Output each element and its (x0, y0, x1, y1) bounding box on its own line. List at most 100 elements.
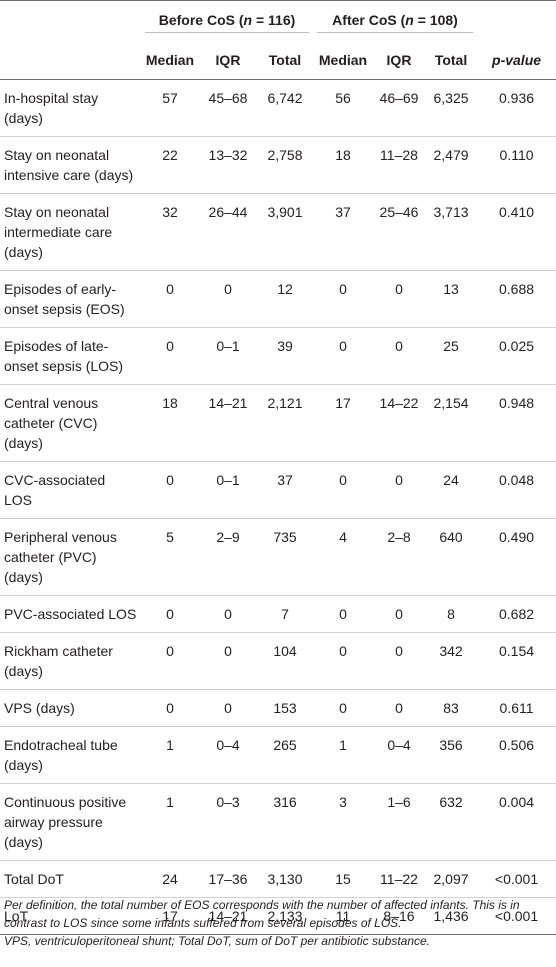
row-label: Rickham catheter (days) (0, 632, 141, 690)
cell-total-after: 632 (425, 783, 478, 861)
cell-p-value: 0.110 (477, 136, 556, 194)
cell-total-before: 7 (257, 595, 313, 633)
cell-median-before: 0 (141, 689, 199, 727)
row-label: Central venous catheter (CVC) (days) (0, 384, 141, 462)
table-row: CVC-associated LOS 0 0–1 37 0 0 24 0.048 (0, 461, 556, 519)
cell-total-before: 316 (257, 783, 313, 861)
cell-iqr-after: 14–22 (373, 384, 425, 462)
cell-total-after: 13 (425, 270, 478, 328)
cell-p-value: 0.936 (477, 79, 556, 137)
cell-total-after: 3,713 (425, 193, 478, 271)
row-label: Episodes of early-onset sepsis (EOS) (0, 270, 141, 328)
cell-median-before: 0 (141, 632, 199, 690)
cell-iqr-before: 0–4 (199, 726, 257, 784)
cell-median-before: 57 (141, 79, 199, 137)
table-row: Peripheral venous catheter (PVC) (days) 5… (0, 518, 556, 596)
table-row: Central venous catheter (CVC) (days) 18 14… (0, 384, 556, 462)
cell-total-before: 2,121 (257, 384, 313, 462)
row-label: Stay on neonatal intermediate care (days… (0, 193, 141, 271)
cell-median-after: 0 (313, 327, 373, 385)
cell-p-value: 0.688 (477, 270, 556, 328)
cell-median-before: 17 (141, 897, 199, 935)
cell-iqr-before: 0–1 (199, 461, 257, 519)
cell-p-value: 0.025 (477, 327, 556, 385)
cell-median-before: 32 (141, 193, 199, 271)
cell-p-value: 0.682 (477, 595, 556, 633)
cell-iqr-before: 0 (199, 689, 257, 727)
row-label: CVC-associated LOS (0, 461, 141, 519)
cell-total-after: 83 (425, 689, 478, 727)
cell-median-after: 11 (313, 897, 373, 935)
col-header-iqr-before: IQR (199, 41, 257, 80)
outcome-table: Before CoS (n = 116) After CoS (n = 108)… (0, 0, 556, 935)
cell-p-value: 0.154 (477, 632, 556, 690)
table-row: LoT 17 14–21 2,133 11 8–16 1,436 <0.001 (0, 897, 556, 935)
cell-median-after: 18 (313, 136, 373, 194)
table-row: Endotracheal tube (days) 1 0–4 265 1 0–4 356 0.… (0, 726, 556, 784)
cell-p-value: <0.001 (477, 860, 556, 898)
cell-total-after: 25 (425, 327, 478, 385)
row-label: VPS (days) (0, 689, 141, 727)
cell-iqr-before: 0 (199, 632, 257, 690)
cell-p-value: 0.611 (477, 689, 556, 727)
header-blank (0, 0, 141, 41)
cell-total-after: 2,479 (425, 136, 478, 194)
cell-iqr-after: 25–46 (373, 193, 425, 271)
cell-p-value: 0.948 (477, 384, 556, 462)
group-after-cos: After CoS (n = 108) (313, 0, 478, 41)
cell-total-after: 8 (425, 595, 478, 633)
header-label-blank (0, 41, 141, 80)
row-label: In-hospital stay (days) (0, 79, 141, 137)
table-footnote: Per definition, the total number of EOS … (4, 896, 554, 950)
cell-p-value: 0.506 (477, 726, 556, 784)
table-row: PVC-associated LOS 0 0 7 0 0 8 0.682 (0, 595, 556, 633)
cell-total-before: 2,758 (257, 136, 313, 194)
cell-median-before: 0 (141, 461, 199, 519)
cell-iqr-before: 0 (199, 595, 257, 633)
cell-median-before: 0 (141, 595, 199, 633)
cell-median-after: 56 (313, 79, 373, 137)
cell-iqr-after: 0 (373, 270, 425, 328)
cell-total-before: 3,130 (257, 860, 313, 898)
cell-median-after: 0 (313, 270, 373, 328)
cell-iqr-after: 2–8 (373, 518, 425, 596)
table-row: Rickham catheter (days) 0 0 104 0 0 342 0.154 (0, 632, 556, 690)
row-label: Endotracheal tube (days) (0, 726, 141, 784)
table-row: Total DoT 24 17–36 3,130 15 11–22 2,097 <0.001 (0, 860, 556, 898)
table-body: In-hospital stay (days) 57 45–68 6,742 56 46–… (0, 79, 556, 935)
cell-iqr-before: 14–21 (199, 384, 257, 462)
col-header-p-value: p-value (477, 41, 556, 80)
cell-median-after: 37 (313, 193, 373, 271)
cell-p-value: 0.004 (477, 783, 556, 861)
cell-iqr-after: 46–69 (373, 79, 425, 137)
table-row: VPS (days) 0 0 153 0 0 83 0.611 (0, 689, 556, 727)
header-blank-p (477, 0, 556, 41)
cell-median-after: 1 (313, 726, 373, 784)
cell-median-before: 5 (141, 518, 199, 596)
cell-total-before: 153 (257, 689, 313, 727)
cell-total-before: 735 (257, 518, 313, 596)
table-header: Before CoS (n = 116) After CoS (n = 108)… (0, 0, 556, 80)
row-label: LoT (0, 897, 141, 935)
table-row: Continuous positive airway pressure (day… (0, 783, 556, 861)
col-header-median-before: Median (141, 41, 199, 80)
cell-total-before: 2,133 (257, 897, 313, 935)
cell-median-after: 4 (313, 518, 373, 596)
cell-iqr-before: 0–1 (199, 327, 257, 385)
cell-median-after: 0 (313, 461, 373, 519)
row-label: Stay on neonatal intensive care (days) (0, 136, 141, 194)
col-header-median-after: Median (313, 41, 373, 80)
col-header-iqr-after: IQR (373, 41, 425, 80)
cell-total-after: 6,325 (425, 79, 478, 137)
cell-total-before: 39 (257, 327, 313, 385)
table-row: Stay on neonatal intensive care (days) 22… (0, 136, 556, 194)
cell-p-value: <0.001 (477, 897, 556, 935)
cell-iqr-before: 0–3 (199, 783, 257, 861)
cell-median-after: 3 (313, 783, 373, 861)
cell-total-before: 37 (257, 461, 313, 519)
group-before-cos: Before CoS (n = 116) (141, 0, 313, 41)
col-header-total-before: Total (257, 41, 313, 80)
cell-iqr-before: 45–68 (199, 79, 257, 137)
row-label: Episodes of late-onset sepsis (LOS) (0, 327, 141, 385)
